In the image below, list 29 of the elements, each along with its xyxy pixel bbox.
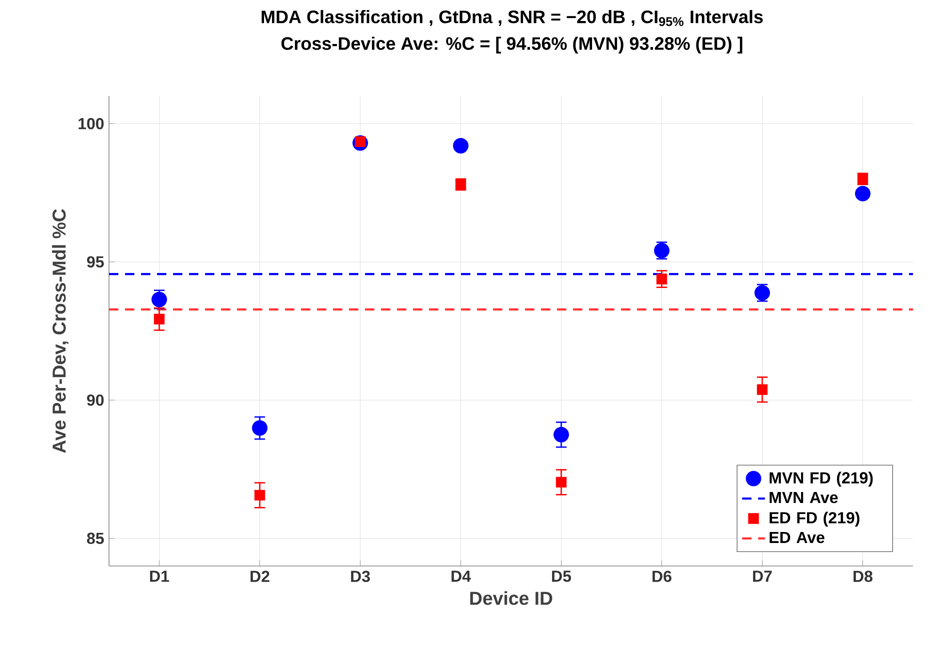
point: [656, 274, 668, 284]
point: [252, 420, 268, 436]
legend-label: MVN Ave: [770, 492, 838, 504]
point: [556, 476, 567, 488]
chart-subtitle: Cross-Device Ave: %C = [ 94.56% (MVN) 93.28% (ED) ]: [281, 36, 742, 54]
legend-label: ED Ave: [770, 532, 824, 544]
y-tick-label: 85: [87, 532, 104, 544]
point: [554, 426, 569, 442]
chart-title: MDA Classification , GtDna , SNR = −20 dB , CI$_{95%}$ Intervals: [262, 10, 763, 26]
x-tick-label: D8: [854, 570, 872, 582]
y-axis-title: Ave Per-Dev, Cross-Mdl %C: [52, 209, 68, 453]
point: [453, 138, 468, 154]
x-tick-label: D4: [452, 570, 471, 582]
y-tick-label: 100: [78, 118, 104, 130]
legend-label: ED FD (219): [770, 512, 860, 527]
point: [756, 384, 768, 395]
y-tick-label: 90: [87, 394, 104, 406]
legend-label: MVN FD (219): [770, 472, 873, 487]
x-axis-title: Device ID: [470, 591, 552, 605]
x-tick-label: D1: [150, 570, 170, 582]
x-tick-label: D6: [652, 570, 672, 582]
point: [254, 490, 266, 501]
point: [154, 314, 165, 324]
x-tick-label: D5: [552, 570, 572, 582]
x-tick-label: D7: [753, 570, 772, 582]
x-tick-label: D3: [351, 570, 370, 582]
y-tick-label: 95: [87, 256, 104, 268]
x-tick-label: D2: [250, 570, 270, 582]
point: [855, 186, 870, 202]
